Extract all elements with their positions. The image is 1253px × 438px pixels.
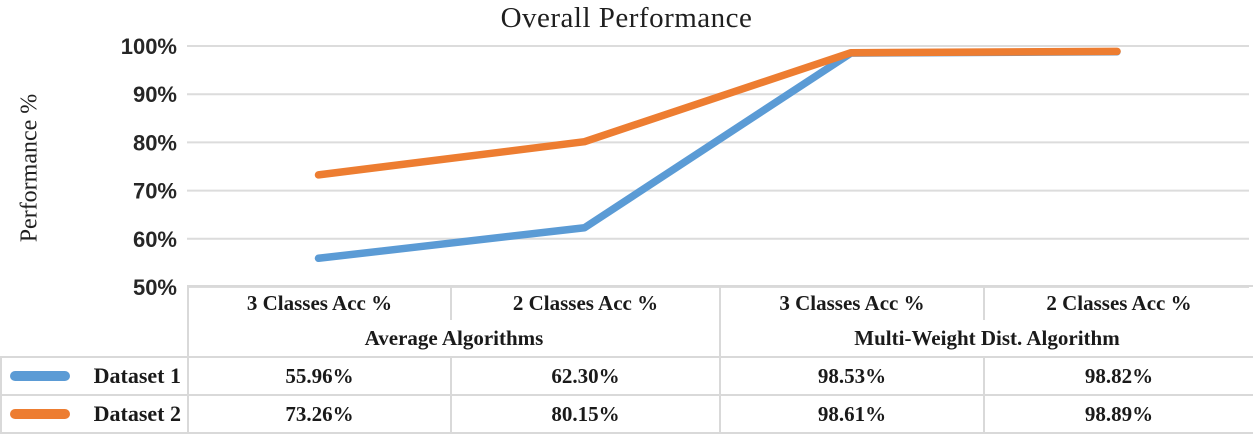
group-header-row: Average Algorithms Multi-Weight Dist. Al… — [1, 320, 1253, 358]
column-header-row: 3 Classes Acc % 2 Classes Acc % 3 Classe… — [1, 285, 1253, 320]
col-header: 2 Classes Acc % — [450, 285, 721, 320]
legend-cell: Dataset 2 — [0, 394, 189, 434]
y-tick-label: 70% — [133, 179, 177, 204]
value-cell: 98.61% — [719, 394, 985, 434]
col-header: 3 Classes Acc % — [187, 285, 452, 320]
col-header: 3 Classes Acc % — [719, 285, 985, 320]
value-cell: 98.53% — [719, 356, 985, 396]
chart-title: Overall Performance — [500, 2, 753, 34]
dataset1-line-marker-icon — [10, 371, 70, 381]
y-tick-label: 60% — [133, 227, 177, 252]
col-header: 2 Classes Acc % — [983, 285, 1253, 320]
legend-cell: Dataset 1 — [0, 356, 189, 396]
blank-cell — [1, 286, 188, 320]
y-tick-label: 50% — [133, 275, 177, 300]
table-row: Dataset 2 73.26% 80.15% 98.61% 98.89% — [0, 394, 1253, 434]
legend-label: Dataset 1 — [93, 363, 181, 388]
table-row: Dataset 1 55.96% 62.30% 98.53% 98.82% — [0, 356, 1253, 396]
y-tick-label: 90% — [133, 82, 177, 107]
dataset2-line-marker-icon — [10, 409, 70, 419]
value-cell: 98.82% — [983, 356, 1253, 396]
value-cell: 73.26% — [187, 394, 452, 434]
data-table: 3 Classes Acc % 2 Classes Acc % 3 Classe… — [0, 285, 1253, 434]
value-cell: 62.30% — [450, 356, 721, 396]
blank-cell — [1, 320, 188, 357]
y-tick-label: 80% — [133, 130, 177, 155]
value-cell: 98.89% — [983, 394, 1253, 434]
group-header: Average Algorithms — [187, 320, 721, 358]
y-tick-label: 100% — [121, 34, 177, 59]
group-header: Multi-Weight Dist. Algorithm — [719, 320, 1253, 358]
series-line-dataset-2 — [314, 47, 1121, 179]
legend-label: Dataset 2 — [93, 401, 181, 426]
line-chart-plot: 100% 90% 80% 70% 60% 50% — [121, 34, 1249, 300]
value-cell: 80.15% — [450, 394, 721, 434]
value-cell: 55.96% — [187, 356, 452, 396]
series-line-dataset-1 — [314, 47, 1121, 263]
